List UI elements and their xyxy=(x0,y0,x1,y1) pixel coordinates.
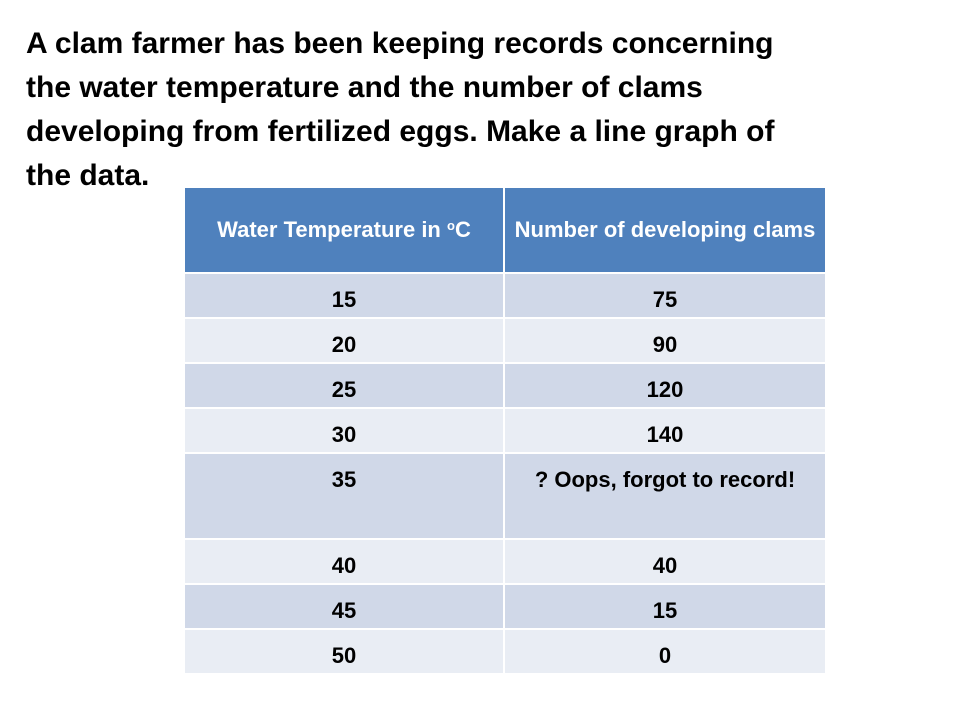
table-row: 20 90 xyxy=(183,317,827,364)
clams-cell: 40 xyxy=(503,538,827,585)
temperature-cell: 40 xyxy=(183,538,505,585)
temperature-cell: 35 xyxy=(183,452,505,540)
degree-symbol: o xyxy=(447,218,455,233)
table-row: 50 0 xyxy=(183,628,827,675)
clams-cell: 0 xyxy=(503,628,827,675)
header-water-temperature: Water Temperature in oC xyxy=(183,186,505,274)
temperature-cell: 50 xyxy=(183,628,505,675)
table-row: 15 75 xyxy=(183,272,827,319)
table-row: 40 40 xyxy=(183,538,827,585)
clams-cell: 140 xyxy=(503,407,827,454)
temperature-cell: 25 xyxy=(183,362,505,409)
problem-statement: A clam farmer has been keeping records c… xyxy=(26,27,775,192)
table-header-row: Water Temperature in oC Number of develo… xyxy=(183,186,827,274)
table-row: 30 140 xyxy=(183,407,827,454)
clams-cell: 90 xyxy=(503,317,827,364)
table-row: 45 15 xyxy=(183,583,827,630)
table-row: 35 ? Oops, forgot to record! xyxy=(183,452,827,540)
temperature-cell: 15 xyxy=(183,272,505,319)
temperature-cell: 45 xyxy=(183,583,505,630)
clams-cell: 75 xyxy=(503,272,827,319)
clams-cell: 15 xyxy=(503,583,827,630)
table-row: 25 120 xyxy=(183,362,827,409)
celsius-unit: C xyxy=(454,217,471,242)
clam-data-table: Water Temperature in oC Number of develo… xyxy=(183,186,827,675)
temperature-cell: 30 xyxy=(183,407,505,454)
temperature-cell: 20 xyxy=(183,317,505,364)
clams-cell: 120 xyxy=(503,362,827,409)
clams-cell: ? Oops, forgot to record! xyxy=(503,452,827,540)
header-developing-clams: Number of developing clams xyxy=(503,186,827,274)
header-water-temperature-label: Water Temperature in xyxy=(217,217,441,242)
